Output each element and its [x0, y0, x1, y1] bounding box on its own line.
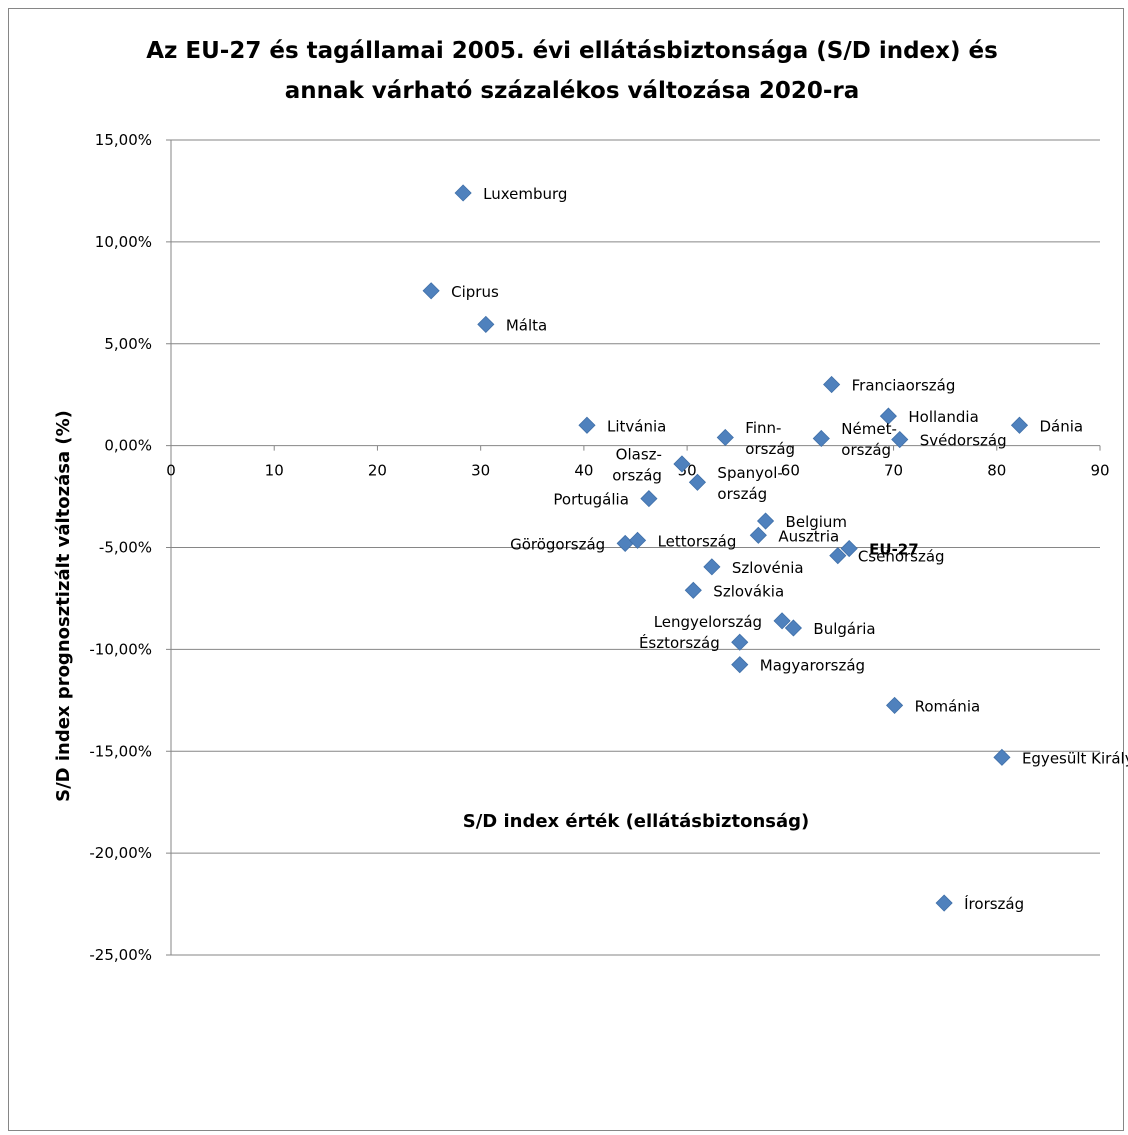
y-tick-label: -25,00% — [89, 946, 152, 964]
data-label: Egyesült Királyság — [1022, 749, 1128, 767]
data-points — [422, 184, 1029, 912]
data-label: Franciaország — [852, 377, 956, 395]
data-label: Olasz- — [616, 445, 662, 463]
x-axis-title: S/D index érték (ellátásbiztonság) — [463, 811, 810, 832]
data-point — [812, 429, 830, 448]
data-point — [616, 534, 634, 552]
data-label: ország — [717, 485, 767, 503]
data-label: Litvánia — [607, 417, 666, 435]
x-tick-label: 20 — [368, 462, 387, 480]
x-tick-label: 90 — [1090, 462, 1109, 480]
data-point — [422, 282, 440, 300]
data-label: EU-27 — [869, 541, 919, 559]
data-labels: Luxemburg Ciprus Málta Franciaország Holland… — [451, 185, 1128, 913]
y-tick-label: -5,00% — [99, 539, 152, 557]
data-label: Csehország — [858, 548, 945, 566]
chart-title-line-1: Az EU-27 és tagállamai 2005. évi ellátás… — [146, 38, 998, 64]
data-point — [756, 512, 775, 530]
data-label: Málta — [506, 316, 547, 334]
y-axis-title: S/D index prognosztizált változása (%) — [53, 410, 74, 802]
data-point — [731, 656, 749, 674]
data-point — [684, 581, 702, 599]
data-point — [477, 315, 495, 333]
data-label: Románia — [915, 697, 981, 715]
data-label: Lettország — [658, 532, 737, 550]
data-point — [784, 619, 802, 637]
data-point — [886, 696, 904, 714]
data-label: Finn- — [745, 419, 781, 437]
data-point — [1010, 416, 1029, 434]
y-tick-label: 10,00% — [95, 233, 152, 251]
data-point — [673, 455, 691, 473]
data-label: Szlovákia — [713, 582, 784, 600]
data-point — [640, 490, 658, 508]
y-tick-label: -10,00% — [89, 640, 152, 658]
data-point — [879, 407, 897, 425]
data-label: Dánia — [1039, 417, 1083, 435]
data-label: Belgium — [786, 513, 848, 531]
data-point — [454, 184, 472, 202]
data-point — [688, 473, 706, 491]
data-label: ország — [612, 466, 662, 484]
x-tick-label: 30 — [471, 462, 490, 480]
x-tick-label: 60 — [781, 462, 800, 480]
data-label: Észtország — [639, 633, 720, 652]
gridlines — [171, 139, 1100, 956]
data-point — [628, 531, 647, 549]
data-label: Görögország — [510, 535, 605, 553]
chart-title: Az EU-27 és tagállamai 2005. évi ellátás… — [146, 38, 998, 104]
data-point — [773, 612, 791, 630]
data-point — [731, 633, 749, 651]
data-label: Hollandia — [908, 408, 978, 426]
data-point — [891, 430, 909, 449]
axes — [166, 139, 1101, 956]
x-tick-label: 10 — [265, 462, 284, 480]
data-point — [823, 375, 841, 394]
data-point — [993, 748, 1011, 766]
data-label: Luxemburg — [483, 185, 567, 203]
x-tick-label: 80 — [987, 462, 1006, 480]
data-label: ország — [745, 440, 795, 458]
chart-area — [8, 8, 1124, 1131]
y-tick-label: 5,00% — [104, 335, 152, 353]
y-tick-label: 0,00% — [104, 437, 152, 455]
x-tick-label: 40 — [574, 462, 593, 480]
data-label: Ausztria — [778, 527, 839, 545]
data-label: Ciprus — [451, 283, 499, 301]
data-label: Portugália — [553, 491, 628, 509]
y-tick-label: 15,00% — [95, 131, 152, 149]
data-point — [716, 428, 734, 447]
tick-labels: 15,00% 10,00% 5,00% 0,00% -5,00% -10,00% -15,0… — [89, 131, 1109, 964]
data-label: Svédország — [920, 432, 1007, 450]
data-label: ország — [841, 441, 891, 459]
x-tick-label: 70 — [884, 462, 903, 480]
y-tick-label: -20,00% — [89, 844, 152, 862]
x-tick-label: 0 — [166, 462, 176, 480]
data-point — [840, 539, 858, 558]
data-point — [578, 416, 596, 434]
chart-title-line-2: annak várható százalékos változása 2020-… — [285, 78, 860, 104]
data-point — [829, 547, 847, 565]
data-point — [749, 526, 767, 544]
data-label: Lengyelország — [654, 613, 762, 631]
data-label: Spanyol- — [717, 464, 782, 482]
data-point — [935, 894, 953, 912]
data-label: Írország — [964, 894, 1024, 913]
data-label: Német- — [841, 420, 897, 438]
data-point — [703, 558, 721, 576]
data-label: Magyarország — [760, 657, 865, 675]
data-label: Szlovénia — [732, 559, 804, 577]
y-tick-label: -15,00% — [89, 742, 152, 760]
data-label: Bulgária — [813, 620, 875, 638]
